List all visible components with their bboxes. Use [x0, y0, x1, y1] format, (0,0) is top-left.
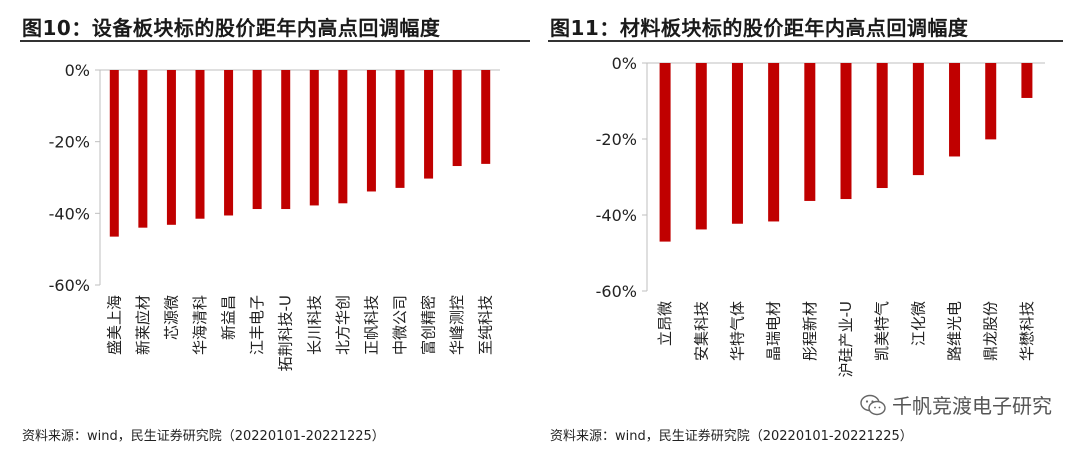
x-category-label: 路维光电 — [946, 301, 964, 361]
bar-chart-equipment: 0% -20% -40% -60% 盛美上海 新莱应材 芯源微 华海清科 新益昌 江丰电子 拓荆科技… — [49, 61, 500, 371]
bar — [731, 63, 743, 224]
bar — [138, 70, 148, 228]
x-category-label: 拓荆科技-U — [277, 295, 295, 371]
bar — [109, 70, 119, 237]
x-category-label: 芯源微 — [162, 295, 180, 340]
x-category-label: 江丰电子 — [248, 295, 266, 355]
bar — [840, 63, 852, 200]
y-tick-label: -40% — [596, 206, 637, 225]
bar — [452, 70, 462, 167]
bar — [1021, 63, 1033, 98]
x-category-label: 盛美上海 — [105, 295, 123, 355]
y-tick-label: 0% — [65, 61, 90, 80]
x-category-label: 立昂微 — [656, 301, 674, 346]
bar — [424, 70, 434, 179]
x-category-label: 华海清科 — [191, 295, 209, 355]
bar-chart-materials: 0% -20% -40% -60% 立昂微 安集科技 华特气体 晶瑞电材 彤程新材 沪硅产业-U 凯… — [596, 54, 1045, 377]
x-category-label: 中微公司 — [391, 295, 409, 355]
bar — [481, 70, 491, 164]
bar — [912, 63, 924, 176]
title-divider — [548, 40, 1063, 42]
chart-title: 图10：设备板块标的股价距年内高点回调幅度 — [22, 16, 441, 40]
y-tick-label: -60% — [596, 282, 637, 301]
x-category-label: 富创精密 — [420, 295, 438, 355]
bar — [252, 70, 262, 210]
bar — [804, 63, 816, 201]
x-category-label: 新莱应材 — [134, 295, 152, 355]
x-category-label: 沪硅产业-U — [837, 301, 855, 377]
x-category-label: 鼎龙股份 — [982, 301, 1000, 361]
x-category-label: 华懋科技 — [1018, 301, 1036, 361]
x-category-label: 长川科技 — [305, 295, 323, 355]
y-tick-label: -20% — [49, 133, 90, 152]
x-category-label: 安集科技 — [692, 301, 710, 361]
y-tick-label: -20% — [596, 130, 637, 149]
bar — [768, 63, 780, 222]
bar — [281, 70, 291, 210]
bar — [395, 70, 405, 188]
bar — [695, 63, 707, 230]
bar — [195, 70, 205, 219]
chart-panel-right: 图11：材料板块标的股价距年内高点回调幅度 0% -20% -40% -60% 立昂微安… — [540, 0, 1080, 452]
x-category-label: 华峰测控 — [448, 295, 466, 355]
wechat-icon — [860, 394, 886, 415]
x-category-label: 华特气体 — [728, 301, 746, 361]
bar — [659, 63, 671, 242]
chart-title: 图11：材料板块标的股价距年内高点回调幅度 — [550, 16, 969, 40]
bar — [366, 70, 376, 192]
x-category-label: 北方华创 — [334, 295, 352, 355]
chart-source: 资料来源：wind，民生证券研究院（20220101-20221225） — [22, 429, 385, 444]
x-category-label: 新益昌 — [220, 295, 238, 340]
y-tick-label: -40% — [49, 204, 90, 223]
chart-source: 资料来源：wind，民生证券研究院（20220101-20221225） — [550, 429, 913, 444]
bar — [224, 70, 234, 216]
watermark: 千帆竞渡电子研究 — [860, 390, 1052, 419]
bar — [876, 63, 888, 189]
x-category-label: 至纯科技 — [477, 295, 495, 355]
bar — [985, 63, 997, 140]
bar — [949, 63, 961, 157]
x-category-label: 江化微 — [909, 301, 927, 346]
watermark-text: 千帆竞渡电子研究 — [892, 394, 1052, 418]
bar — [166, 70, 176, 225]
chart-panel-left: 图10：设备板块标的股价距年内高点回调幅度 0% -20% -40% -60% 盛美上海… — [20, 16, 530, 444]
y-tick-label: 0% — [612, 54, 637, 73]
x-category-label: 彤程新材 — [801, 301, 819, 361]
title-divider — [20, 40, 530, 42]
x-category-label: 正帆科技 — [362, 295, 380, 355]
x-category-label: 凯美特气 — [873, 301, 891, 361]
y-tick-label: -60% — [49, 276, 90, 295]
x-category-label: 晶瑞电材 — [765, 301, 783, 361]
bar — [309, 70, 319, 206]
bar — [338, 70, 348, 204]
